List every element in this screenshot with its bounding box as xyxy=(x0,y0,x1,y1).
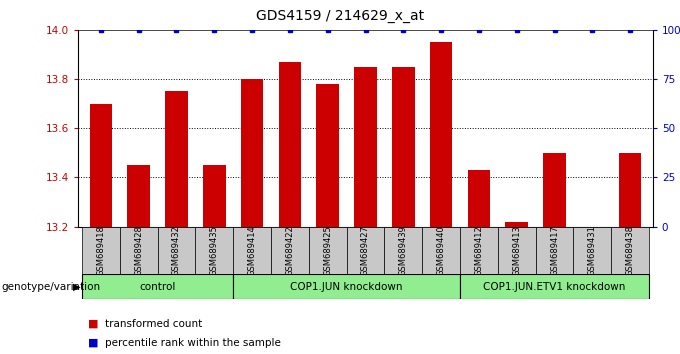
Bar xyxy=(498,227,536,274)
Bar xyxy=(309,227,347,274)
Text: ▶: ▶ xyxy=(73,282,81,292)
Bar xyxy=(347,227,384,274)
Text: COP1.JUN knockdown: COP1.JUN knockdown xyxy=(290,282,403,292)
Text: genotype/variation: genotype/variation xyxy=(1,282,101,292)
Bar xyxy=(165,91,188,227)
Text: GSM689431: GSM689431 xyxy=(588,225,597,276)
Text: GSM689414: GSM689414 xyxy=(248,225,256,276)
Bar xyxy=(233,227,271,274)
Bar xyxy=(619,153,641,227)
Text: GSM689440: GSM689440 xyxy=(437,225,445,276)
Text: ■: ■ xyxy=(88,338,99,348)
Text: GSM689412: GSM689412 xyxy=(475,225,483,276)
Text: GSM689422: GSM689422 xyxy=(286,225,294,276)
Text: COP1.JUN.ETV1 knockdown: COP1.JUN.ETV1 knockdown xyxy=(483,282,626,292)
Bar xyxy=(573,227,611,274)
Bar xyxy=(536,227,573,274)
Bar xyxy=(392,67,415,227)
Bar xyxy=(384,227,422,274)
Text: GSM689425: GSM689425 xyxy=(323,225,333,276)
Text: control: control xyxy=(139,282,175,292)
Bar xyxy=(82,227,120,274)
Text: GSM689435: GSM689435 xyxy=(210,225,219,276)
Text: transformed count: transformed count xyxy=(105,319,203,329)
Bar xyxy=(271,227,309,274)
Bar xyxy=(241,79,263,227)
Bar xyxy=(543,153,566,227)
Text: ■: ■ xyxy=(88,319,99,329)
Text: GSM689417: GSM689417 xyxy=(550,225,559,276)
Bar xyxy=(460,227,498,274)
Text: GSM689432: GSM689432 xyxy=(172,225,181,276)
Bar xyxy=(468,170,490,227)
Bar xyxy=(279,62,301,227)
Bar xyxy=(316,84,339,227)
Bar xyxy=(120,227,158,274)
Text: GSM689438: GSM689438 xyxy=(626,225,634,276)
Bar xyxy=(233,274,460,299)
Bar xyxy=(505,222,528,227)
Bar xyxy=(354,67,377,227)
Bar xyxy=(460,274,649,299)
Bar xyxy=(90,104,112,227)
Text: GSM689413: GSM689413 xyxy=(512,225,521,276)
Text: GSM689439: GSM689439 xyxy=(398,225,408,276)
Bar xyxy=(195,227,233,274)
Bar xyxy=(430,42,452,227)
Bar xyxy=(158,227,195,274)
Text: percentile rank within the sample: percentile rank within the sample xyxy=(105,338,282,348)
Text: GDS4159 / 214629_x_at: GDS4159 / 214629_x_at xyxy=(256,9,424,23)
Bar xyxy=(611,227,649,274)
Text: GSM689428: GSM689428 xyxy=(134,225,143,276)
Bar xyxy=(422,227,460,274)
Bar xyxy=(82,274,233,299)
Bar xyxy=(203,165,226,227)
Text: GSM689427: GSM689427 xyxy=(361,225,370,276)
Bar xyxy=(127,165,150,227)
Text: GSM689418: GSM689418 xyxy=(97,225,105,276)
